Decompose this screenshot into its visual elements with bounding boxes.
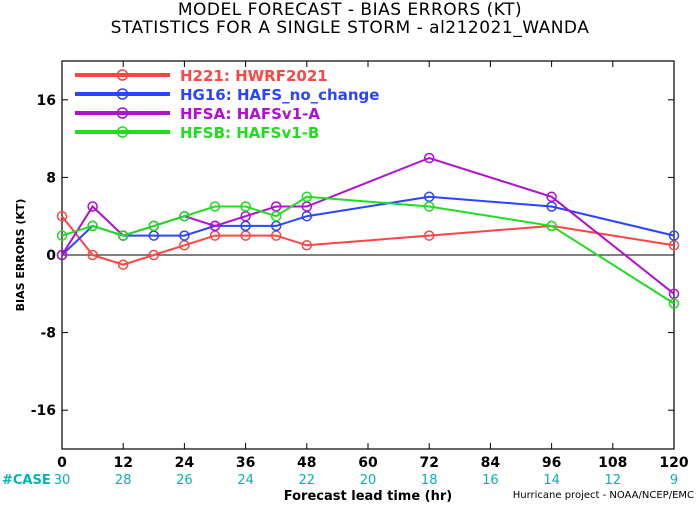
chart-title: MODEL FORECAST - BIAS ERRORS (KT) bbox=[177, 0, 523, 20]
data-point bbox=[546, 191, 557, 203]
data-point bbox=[546, 220, 557, 232]
case-count: 18 bbox=[421, 473, 438, 488]
data-point bbox=[668, 230, 680, 241]
data-point bbox=[209, 220, 221, 232]
data-point bbox=[87, 220, 98, 232]
case-count: 14 bbox=[543, 473, 560, 488]
legend-marker bbox=[116, 69, 129, 81]
data-point bbox=[668, 298, 680, 309]
chart-subtitle: STATISTICS FOR A SINGLE STORM - al212021… bbox=[110, 18, 590, 38]
data-point bbox=[56, 249, 68, 261]
x-axis-label: Forecast lead time (hr) bbox=[284, 489, 452, 504]
data-point bbox=[148, 220, 160, 232]
data-point bbox=[270, 210, 282, 222]
legend-label: HG16: HAFS_no_change bbox=[180, 86, 379, 104]
x-tick-label: 60 bbox=[358, 455, 378, 471]
legend-label: HFSA: HAFSv1-A bbox=[180, 105, 320, 123]
data-point bbox=[209, 201, 221, 212]
x-tick-label: 120 bbox=[659, 455, 688, 471]
data-point bbox=[423, 230, 435, 241]
case-count: 22 bbox=[299, 473, 316, 488]
x-tick-label: 96 bbox=[542, 455, 561, 471]
data-point bbox=[301, 191, 313, 203]
data-point bbox=[117, 259, 129, 270]
x-tick-label: 84 bbox=[481, 455, 501, 471]
data-point bbox=[148, 249, 160, 261]
y-tick-label: -8 bbox=[40, 326, 56, 342]
case-count: 26 bbox=[176, 473, 193, 488]
x-tick-label: 12 bbox=[113, 455, 132, 471]
data-point bbox=[56, 230, 68, 241]
series-line bbox=[61, 215, 675, 266]
legend-marker bbox=[116, 107, 129, 119]
y-tick-label: 8 bbox=[46, 170, 56, 186]
x-tick-label: 36 bbox=[236, 455, 255, 471]
data-point bbox=[179, 210, 190, 222]
data-point bbox=[179, 230, 190, 241]
legend-label: HFSB: HAFSv1-B bbox=[180, 124, 319, 142]
x-tick-label: 72 bbox=[419, 455, 438, 471]
data-point bbox=[56, 210, 68, 222]
x-tick-label: 0 bbox=[57, 455, 67, 471]
data-point bbox=[423, 201, 435, 212]
x-tick-label: 108 bbox=[598, 455, 627, 471]
case-count: 16 bbox=[482, 473, 499, 488]
legend-marker bbox=[116, 126, 129, 138]
case-count: 30 bbox=[54, 473, 71, 488]
series-line bbox=[61, 195, 675, 305]
data-point bbox=[240, 201, 251, 212]
legend-marker bbox=[116, 88, 129, 100]
case-count: 28 bbox=[115, 473, 132, 488]
case-count: 9 bbox=[670, 473, 678, 488]
x-tick-label: 48 bbox=[297, 455, 316, 471]
case-label: #CASE bbox=[2, 473, 51, 488]
case-count: 12 bbox=[605, 473, 622, 488]
x-tick-label: 24 bbox=[175, 455, 195, 471]
data-point bbox=[87, 249, 98, 261]
case-count: 20 bbox=[360, 473, 377, 488]
y-tick-label: 16 bbox=[37, 93, 56, 109]
data-point bbox=[117, 230, 129, 241]
data-point bbox=[423, 152, 435, 164]
y-tick-label: 0 bbox=[46, 248, 56, 264]
data-point bbox=[87, 201, 98, 212]
legend-label: H221: HWRF2021 bbox=[180, 67, 328, 85]
y-axis-label: BIAS ERRORS (KT) bbox=[14, 199, 27, 312]
y-tick-label: -16 bbox=[31, 403, 56, 419]
data-point bbox=[301, 240, 313, 251]
series-line bbox=[61, 156, 675, 295]
case-count: 24 bbox=[237, 473, 254, 488]
credit-text: Hurricane project - NOAA/NCEP/EMC bbox=[512, 490, 694, 501]
